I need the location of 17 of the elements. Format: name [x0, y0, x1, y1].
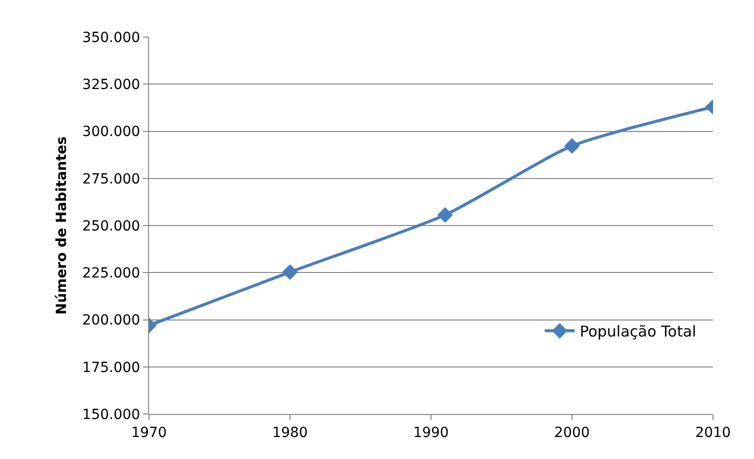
y-tick-label: 275.000 [82, 171, 140, 188]
y-tick-label: 300.000 [82, 124, 140, 140]
x-tick-label: 1980 [272, 424, 308, 441]
legend-label: População Total [580, 322, 696, 341]
y-tick-label: 150.000 [82, 406, 140, 423]
x-tick-label: 2000 [554, 424, 590, 441]
y-tick-label: 250.000 [82, 218, 140, 234]
y-tick-label: 175.000 [82, 360, 140, 376]
y-tick-label: 225.000 [82, 266, 140, 282]
x-tick-label: 2010 [695, 424, 731, 441]
y-tick-label: 350.000 [82, 30, 140, 46]
x-tick-label: 1990 [413, 424, 449, 441]
y-tick-label: 325.000 [82, 77, 140, 94]
x-tick-label: 1970 [131, 424, 167, 441]
y-axis-title: Número de Habitantes [54, 136, 70, 315]
y-tick-label: 200.000 [82, 312, 140, 329]
point [437, 207, 453, 223]
